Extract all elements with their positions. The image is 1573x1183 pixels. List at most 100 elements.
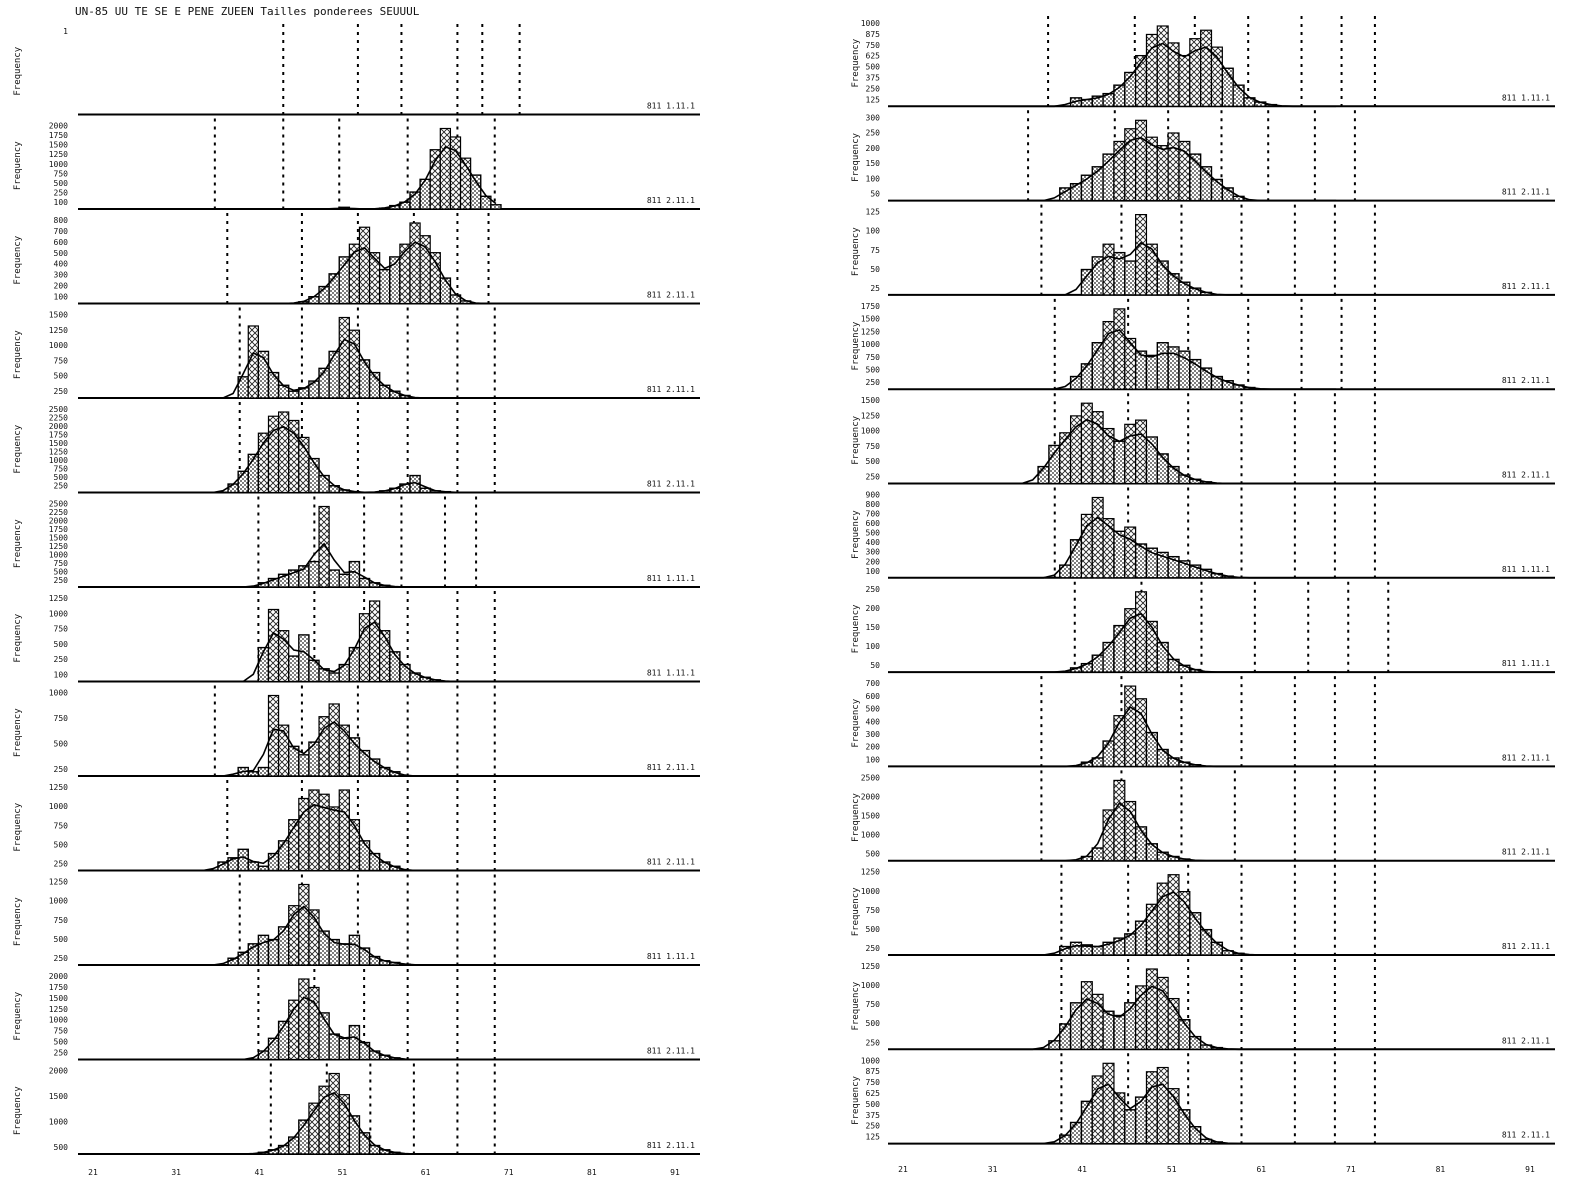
y-tick-label: 100 bbox=[866, 227, 881, 236]
y-tick-label: 1000 bbox=[49, 1016, 68, 1025]
histogram-bar bbox=[318, 474, 330, 494]
histogram-bar bbox=[318, 505, 330, 588]
right-panel-3: 125 100 75 50 25 Frequency 811 2.11.1 bbox=[851, 204, 1555, 296]
y-tick-label: 750 bbox=[866, 442, 881, 451]
histogram-bar bbox=[1156, 748, 1169, 768]
histogram-bar bbox=[308, 560, 320, 588]
x-tick-label: 71 bbox=[1346, 1165, 1356, 1174]
y-tick-label: 875 bbox=[866, 30, 881, 39]
histogram-bar bbox=[267, 608, 280, 683]
histogram-bar bbox=[1048, 444, 1061, 485]
left-panel-12: 2000 1500 1000 500 Frequency 811 2.11.1 bbox=[13, 1063, 700, 1155]
histogram-bar bbox=[1189, 1125, 1202, 1145]
x-tick-label: 61 bbox=[1256, 1165, 1266, 1174]
right-panel-11: 1250 1000 750 500 250 Frequency 811 2.11.1 bbox=[851, 959, 1555, 1051]
y-tick-label: 1250 bbox=[49, 448, 68, 457]
histogram-bar bbox=[1135, 214, 1148, 296]
y-tick-label: 100 bbox=[54, 198, 69, 207]
x-tick-label: 31 bbox=[171, 1168, 181, 1177]
panel-label: 811 1.11.1 bbox=[647, 669, 695, 678]
histogram-bar bbox=[1124, 423, 1137, 485]
y-tick-label: 750 bbox=[54, 169, 69, 178]
y-tick-label: 1500 bbox=[49, 1092, 68, 1101]
left-panel-1: 1 Frequency 811 1.11.1 bbox=[13, 24, 700, 116]
y-tick-label: 250 bbox=[866, 129, 881, 138]
y-tick-label: 500 bbox=[866, 365, 881, 374]
histogram-bar bbox=[257, 766, 270, 777]
histogram-bar bbox=[338, 316, 350, 399]
y-tick-label: 600 bbox=[866, 519, 881, 528]
histogram-bar bbox=[1156, 882, 1169, 956]
right-panel-9: 2500 2000 1500 1000 500 Frequency 811 2.11.1 bbox=[851, 770, 1555, 862]
y-tick-label: 1500 bbox=[49, 311, 68, 320]
histogram-bar bbox=[1091, 1075, 1104, 1145]
y-tick-label: 1500 bbox=[861, 812, 880, 821]
histogram-bar bbox=[298, 634, 310, 683]
histogram-bar bbox=[308, 986, 320, 1061]
x-tick-label: 81 bbox=[587, 1168, 597, 1177]
y-tick-label: 1500 bbox=[49, 534, 68, 543]
fitted-curve bbox=[1000, 802, 1337, 862]
histogram-bar bbox=[429, 149, 441, 210]
y-tick-label: 250 bbox=[866, 378, 881, 387]
histogram-bar bbox=[1232, 84, 1245, 107]
histogram-bar bbox=[1135, 591, 1148, 673]
histogram-bar bbox=[439, 277, 452, 305]
y-tick-label: 700 bbox=[54, 227, 69, 236]
y-tick-label: 2250 bbox=[49, 508, 68, 517]
histogram-bar bbox=[338, 724, 350, 777]
y-tick-label: 1750 bbox=[49, 983, 68, 992]
right-panel-4: 1750 1500 1250 1000 750 500 250 Frequency 811 2.… bbox=[851, 298, 1555, 391]
histogram-bar bbox=[1113, 1014, 1126, 1051]
panel-label: 811 2.11.1 bbox=[1502, 848, 1550, 857]
histogram-bar bbox=[1145, 968, 1158, 1050]
fitted-curve bbox=[182, 425, 496, 494]
y-tick-label: 2000 bbox=[49, 422, 68, 431]
histogram-bar bbox=[277, 926, 290, 966]
panel-label: 811 2.11.1 bbox=[647, 196, 695, 205]
histogram-bar bbox=[1091, 496, 1104, 579]
histogram-bar bbox=[1102, 243, 1115, 296]
y-tick-label: 1750 bbox=[861, 302, 880, 311]
y-tick-label: 800 bbox=[866, 500, 881, 509]
panel-label: 811 2.11.1 bbox=[1502, 188, 1550, 197]
histogram-bar bbox=[257, 934, 270, 966]
y-tick-label: 500 bbox=[866, 457, 881, 466]
left-panel-10: 1250 1000 750 500 250 Frequency 811 1.11.1 bbox=[13, 874, 700, 966]
histogram-bar bbox=[1091, 945, 1104, 956]
y-axis-label: Frequency bbox=[13, 897, 23, 946]
histogram-bar bbox=[267, 938, 280, 966]
y-tick-label: 250 bbox=[866, 1122, 881, 1131]
histogram-bar bbox=[338, 573, 351, 588]
y-tick-label: 1000 bbox=[49, 341, 68, 350]
histogram-bar bbox=[1124, 1109, 1137, 1145]
histogram-bar bbox=[1113, 440, 1126, 485]
y-tick-label: 500 bbox=[54, 568, 69, 577]
histogram-bar bbox=[1156, 641, 1169, 673]
y-tick-label: 500 bbox=[866, 705, 881, 714]
y-tick-label: 750 bbox=[54, 916, 69, 925]
histogram-bar bbox=[298, 883, 310, 966]
y-tick-label: 1000 bbox=[49, 802, 68, 811]
histogram-bar bbox=[267, 371, 280, 399]
y-tick-label: 1500 bbox=[49, 439, 68, 448]
y-tick-label: 1000 bbox=[861, 1056, 880, 1065]
y-tick-label: 1500 bbox=[861, 396, 880, 405]
y-tick-label: 1500 bbox=[49, 141, 68, 150]
panel-label: 811 2.11.1 bbox=[647, 763, 695, 772]
y-tick-label: 750 bbox=[54, 465, 69, 474]
y-tick-label: 500 bbox=[54, 935, 69, 944]
y-tick-label: 250 bbox=[866, 944, 881, 953]
y-tick-label: 200 bbox=[54, 282, 69, 291]
panel-label: 811 2.11.1 bbox=[647, 858, 695, 867]
y-tick-label: 1000 bbox=[861, 19, 880, 28]
histogram-bar bbox=[1145, 243, 1158, 296]
histogram-bar bbox=[1156, 976, 1169, 1050]
histogram-bar bbox=[288, 1136, 300, 1155]
y-tick-label: 500 bbox=[866, 63, 881, 72]
y-tick-label: 2000 bbox=[49, 122, 68, 131]
fitted-curve bbox=[182, 338, 496, 399]
histogram-bar bbox=[1145, 731, 1159, 768]
y-tick-label: 500 bbox=[54, 640, 69, 649]
